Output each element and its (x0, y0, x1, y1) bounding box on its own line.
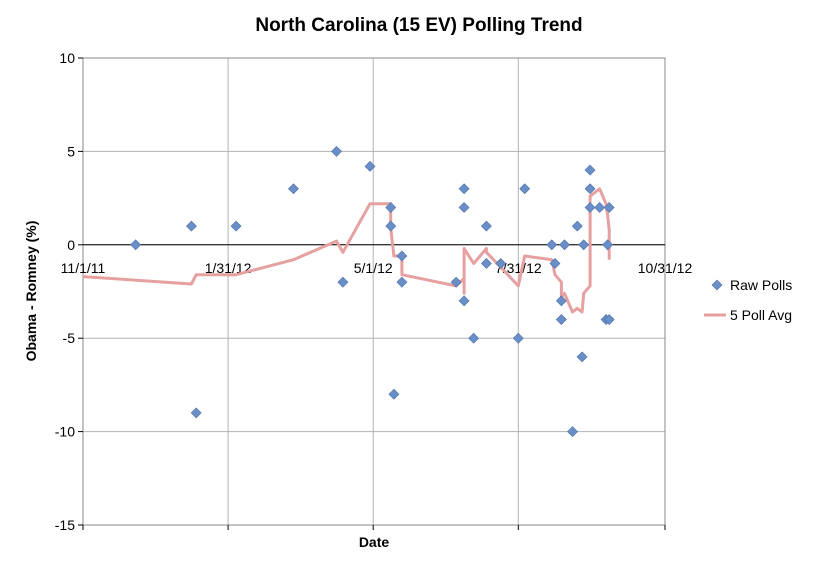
x-axis: 11/1/11 1/31/12 5/1/12 7/31/12 10/31/12 (61, 260, 693, 530)
legend-label-raw-polls: Raw Polls (730, 277, 792, 293)
y-tick-label: -15 (55, 517, 75, 533)
raw-poll-point (603, 314, 615, 325)
x-tick-label: 5/1/12 (354, 260, 393, 276)
raw-poll-point (396, 276, 408, 288)
raw-poll-point (230, 220, 242, 232)
raw-poll-point (480, 258, 492, 269)
series-line-5-poll-avg (82, 187, 611, 314)
y-tick-label: 10 (59, 50, 75, 66)
x-tick-label: 11/1/11 (61, 260, 106, 276)
x-axis-title: Date (359, 534, 390, 550)
raw-poll-point (559, 239, 570, 251)
y-tick-label: 0 (67, 237, 75, 253)
raw-poll-point (130, 239, 142, 251)
raw-poll-point (388, 388, 400, 400)
legend: Raw Polls 5 Poll Avg (704, 277, 792, 323)
raw-poll-point (578, 239, 590, 251)
x-tick-label: 1/31/12 (205, 260, 252, 276)
raw-poll-point (458, 183, 470, 195)
raw-poll-point (450, 276, 462, 288)
avg-line-layer (82, 187, 611, 314)
x-tick-label: 10/31/12 (638, 260, 693, 276)
raw-poll-point (546, 239, 558, 251)
raw-poll-point (190, 407, 202, 419)
raw-poll-point (468, 332, 480, 344)
raw-poll-point (584, 183, 596, 195)
plot-area-border (82, 57, 666, 526)
raw-poll-point (555, 295, 567, 307)
y-tick-label: 5 (67, 143, 75, 159)
raw-poll-point (584, 164, 596, 176)
chart-title: North Carolina (15 EV) Polling Trend (255, 15, 582, 36)
raw-poll-point (364, 160, 376, 172)
raw-poll-point (603, 202, 615, 213)
raw-poll-point (458, 202, 470, 213)
raw-poll-point (519, 183, 531, 195)
raw-poll-point (458, 295, 470, 307)
gridlines (83, 58, 665, 525)
raw-poll-point (594, 202, 606, 213)
raw-poll-point (288, 183, 299, 195)
y-axis: -15 -10 -5 0 5 10 (55, 50, 83, 533)
raw-poll-point (567, 426, 578, 438)
raw-poll-point (571, 220, 583, 232)
y-tick-label: -5 (63, 330, 76, 346)
raw-poll-point (512, 332, 524, 344)
raw-poll-point (495, 258, 507, 269)
raw-poll-point (480, 220, 492, 232)
raw-polls-layer (130, 145, 615, 438)
raw-poll-point (396, 250, 408, 262)
raw-poll-point (555, 314, 567, 325)
raw-poll-point (584, 202, 596, 213)
raw-poll-point (602, 239, 614, 251)
raw-poll-point (337, 276, 349, 288)
legend-marker-raw-polls (711, 279, 723, 291)
raw-poll-point (576, 351, 588, 363)
legend-label-5-poll-avg: 5 Poll Avg (730, 307, 792, 323)
raw-poll-point (549, 258, 561, 269)
y-tick-label: -10 (55, 424, 75, 440)
y-axis-title: Obama - Romney (%) (23, 221, 39, 362)
raw-poll-point (385, 202, 397, 213)
raw-poll-point (186, 220, 197, 232)
raw-poll-point (385, 220, 397, 232)
raw-poll-point (331, 145, 342, 157)
